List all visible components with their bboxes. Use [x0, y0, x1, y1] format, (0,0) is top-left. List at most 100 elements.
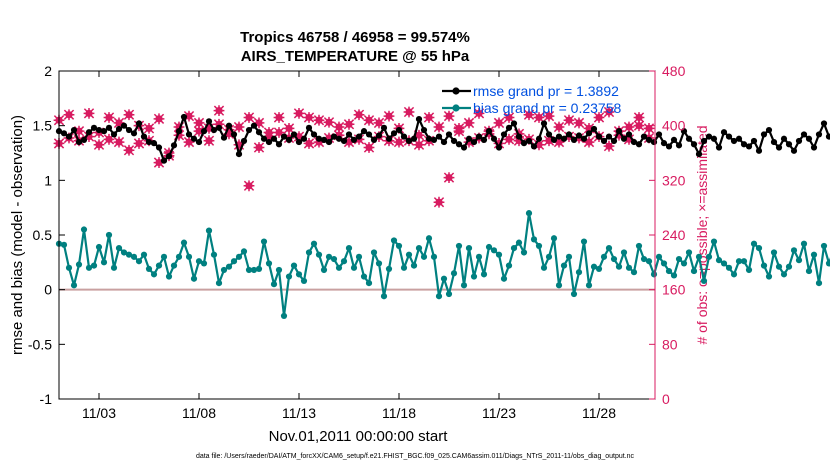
- bias-data-point: [325, 253, 333, 260]
- obs-possible-point: [523, 109, 535, 121]
- obs-possible-point: [463, 117, 475, 129]
- bias-data-point: [760, 262, 768, 269]
- obs-marker-star: [303, 112, 315, 123]
- obs-marker-star: [543, 110, 555, 122]
- bias-data-point: [665, 267, 673, 275]
- obs-possible-point: [143, 123, 155, 134]
- rmse-data-point: [295, 138, 303, 146]
- bias-data-point: [600, 253, 608, 260]
- obs-marker-star: [353, 109, 365, 121]
- bias-data-point: [515, 239, 523, 246]
- obs-marker-star: [453, 125, 465, 137]
- bias-data-point: [400, 264, 408, 271]
- obs-marker-star: [613, 129, 625, 141]
- obs-assimilated-point: [343, 136, 355, 148]
- bias-data-point: [540, 264, 548, 271]
- obs-marker-star: [533, 139, 545, 151]
- obs-marker-star: [643, 123, 655, 134]
- bias-data-point: [690, 267, 698, 275]
- rmse-data-point: [510, 120, 518, 127]
- obs-possible-point: [363, 114, 375, 126]
- obs-marker-star: [633, 120, 645, 132]
- bias-data-point: [290, 262, 298, 269]
- obs-marker-star: [313, 114, 325, 126]
- obs-marker-star: [333, 121, 345, 133]
- rmse-data-point: [250, 122, 258, 129]
- rmse-data-point: [165, 153, 173, 160]
- rmse-data-point: [725, 133, 733, 140]
- bias-data-point: [770, 249, 778, 256]
- rmse-data-point: [555, 133, 563, 140]
- bias-data-point: [95, 243, 103, 251]
- obs-marker-star: [473, 107, 485, 119]
- bias-data-point: [685, 249, 693, 256]
- obs-marker-star: [213, 105, 225, 117]
- bias-data-point: [465, 245, 473, 252]
- bias-data-point: [530, 236, 538, 243]
- bias-data-point: [235, 253, 243, 260]
- y-left-tick-label: 0: [44, 282, 52, 298]
- chart-title-line2: AIRS_TEMPERATURE @ 55 hPa: [241, 48, 470, 65]
- rmse-data-point: [70, 126, 78, 134]
- x-tick-label: 11/18: [382, 405, 416, 421]
- obs-marker-star: [443, 172, 455, 183]
- obs-marker-star: [343, 118, 355, 130]
- bias-data-point: [800, 240, 808, 247]
- obs-possible-point: [243, 112, 255, 123]
- bias-data-point: [310, 240, 318, 247]
- bias-data-point: [245, 266, 253, 274]
- bias-data-point: [635, 242, 643, 250]
- rmse-data-point: [625, 131, 633, 138]
- rmse-data-point: [230, 131, 238, 138]
- plot-area: -1 -0.5 0 0.5 1 1.5 2 0 80 160 240 320 400 480 11/03 11…: [28, 63, 830, 421]
- bias-data-point: [160, 253, 168, 260]
- rmse-data-point: [330, 133, 338, 140]
- bias-data-point: [385, 265, 393, 272]
- obs-marker-star: [543, 135, 555, 147]
- bias-data-point: [130, 253, 138, 260]
- obs-possible-point: [63, 109, 75, 121]
- bias-data-point: [125, 251, 133, 258]
- bias-data-point: [140, 251, 148, 258]
- rmse-data-point: [310, 131, 318, 138]
- rmse-data-point: [245, 126, 253, 134]
- rmse-data-point: [675, 142, 683, 149]
- rmse-data-point: [645, 136, 653, 143]
- obs-marker-star: [583, 123, 595, 134]
- rmse-data-point: [65, 133, 73, 140]
- rmse-data-point: [795, 137, 803, 145]
- bias-data-point: [445, 290, 453, 298]
- rmse-data-point: [775, 144, 783, 151]
- bias-data-point: [365, 280, 373, 287]
- bias-data-point: [520, 249, 528, 256]
- rmse-data-point: [660, 140, 668, 147]
- bias-data-point: [505, 262, 513, 269]
- obs-possible-point: [573, 117, 585, 129]
- rmse-data-point: [445, 131, 453, 138]
- obs-possible-point: [443, 110, 455, 122]
- rmse-data-point: [535, 135, 543, 142]
- rmse-data-point: [425, 135, 433, 142]
- rmse-data-point: [715, 144, 723, 151]
- rmse-data-point: [700, 137, 708, 145]
- rmse-data-point: [610, 137, 618, 145]
- obs-possible-point: [493, 117, 505, 129]
- bias-data-point: [485, 243, 493, 251]
- bias-data-point: [300, 277, 308, 285]
- obs-possible-point: [553, 121, 565, 133]
- legend-entry-label: bias grand pr = 0.23758: [473, 100, 621, 116]
- data-file-footer: data file: /Users/raeder/DAI/ATM_forcXX/…: [196, 453, 635, 460]
- obs-possible-point: [593, 112, 605, 123]
- rmse-data-point: [410, 135, 418, 142]
- bias-data-point: [405, 251, 413, 258]
- bias-data-point: [705, 253, 713, 260]
- rmse-data-point: [575, 132, 583, 139]
- obs-marker-star: [513, 135, 525, 147]
- obs-possible-point: [603, 106, 615, 118]
- rmse-data-point: [600, 137, 608, 145]
- obs-marker-star: [173, 121, 185, 133]
- bias-data-point: [230, 258, 238, 265]
- obs-marker-star: [363, 114, 375, 126]
- obs-possible-point: [113, 117, 125, 129]
- obs-assimilated-point: [583, 136, 595, 148]
